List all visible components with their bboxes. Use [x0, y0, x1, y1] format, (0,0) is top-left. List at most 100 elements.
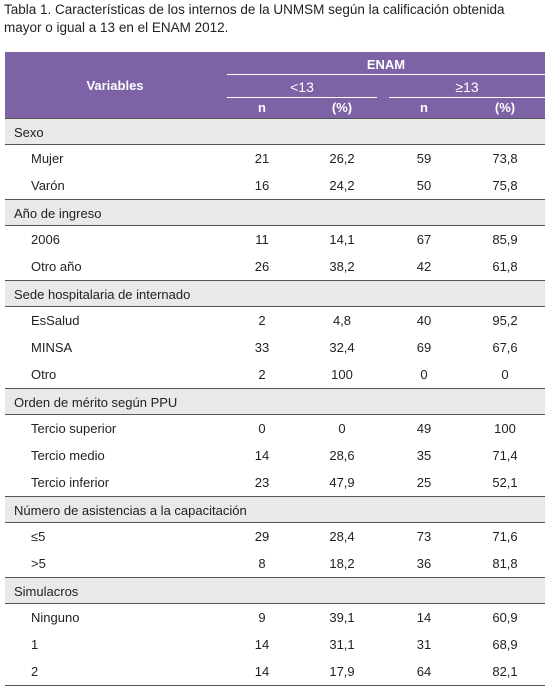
data-row: 1 14 31,1 31 68,9: [5, 631, 545, 658]
data-row: 2 14 17,9 64 82,1: [5, 658, 545, 685]
cell-value: 11: [255, 232, 269, 247]
header-rule: [227, 97, 377, 98]
cell-value: 24,2: [329, 178, 355, 193]
header-variables: Variables: [86, 78, 144, 93]
cell-value: 9: [258, 610, 266, 625]
cell-value: 82,1: [492, 664, 518, 679]
cell-value: 49: [416, 421, 432, 436]
header-column: (%): [331, 100, 353, 115]
row-label: 2006: [31, 232, 60, 247]
header-column: n: [258, 100, 266, 115]
row-label: Varón: [31, 178, 65, 193]
header-subgroup: ≥13: [455, 79, 479, 95]
section-label: Sexo: [14, 125, 44, 140]
cell-value: 0: [501, 367, 509, 382]
data-row: 2006 11 14,1 67 85,9: [5, 226, 545, 253]
cell-value: 4,8: [332, 313, 352, 328]
cell-value: 81,8: [492, 556, 518, 571]
cell-value: 71,4: [492, 448, 518, 463]
data-row: EsSalud 2 4,8 40 95,2: [5, 307, 545, 334]
section-row: Sede hospitalaria de internado: [5, 280, 545, 307]
section-label: Orden de mérito según PPU: [14, 395, 178, 410]
row-label: Ninguno: [31, 610, 80, 625]
cell-value: 26: [254, 259, 270, 274]
data-row: Tercio medio 14 28,6 35 71,4: [5, 442, 545, 469]
row-label: Tercio superior: [31, 421, 117, 436]
cell-value: 36: [416, 556, 432, 571]
section-row: Simulacros: [5, 577, 545, 604]
row-label: >5: [31, 556, 46, 571]
cell-value: 75,8: [492, 178, 518, 193]
cell-value: 33: [254, 340, 270, 355]
section-label: Año de ingreso: [14, 206, 102, 221]
cell-value: 0: [420, 367, 428, 382]
cell-value: 52,1: [492, 475, 518, 490]
cell-value: 23: [254, 475, 270, 490]
cell-value: 29: [254, 529, 270, 544]
data-row: Tercio superior 0 0 49 100: [5, 415, 545, 442]
cell-value: 64: [416, 664, 432, 679]
header-rule: [227, 74, 545, 75]
cell-value: 71,6: [492, 529, 518, 544]
cell-value: 31: [416, 637, 432, 652]
section-label: Sede hospitalaria de internado: [14, 287, 191, 302]
cell-value: 25: [416, 475, 432, 490]
row-label: ≤5: [31, 529, 46, 544]
cell-value: 17,9: [329, 664, 355, 679]
row-label: Otro año: [31, 259, 82, 274]
section-row: Orden de mérito según PPU: [5, 388, 545, 415]
cell-value: 14: [254, 448, 270, 463]
row-label: Tercio inferior: [31, 475, 110, 490]
data-row: Otro 2 100 0 0: [5, 361, 545, 388]
cell-value: 67,6: [492, 340, 518, 355]
cell-value: 28,6: [329, 448, 355, 463]
cell-value: 59: [416, 151, 432, 166]
cell-value: 21: [254, 151, 270, 166]
cell-value: 2: [258, 313, 266, 328]
section-label: Simulacros: [14, 584, 79, 599]
data-row: Tercio inferior 23 47,9 25 52,1: [5, 469, 545, 496]
cell-value: 0: [338, 421, 346, 436]
cell-value: 28,4: [329, 529, 355, 544]
data-row: >5 8 18,2 36 81,8: [5, 550, 545, 577]
section-row: Año de ingreso: [5, 199, 545, 226]
cell-value: 26,2: [329, 151, 355, 166]
section-row: Número de asistencias a la capacitación: [5, 496, 545, 523]
table-header: Variables ENAM <13 ≥13 n (%) n (%): [5, 52, 545, 118]
cell-value: 60,9: [492, 610, 518, 625]
cell-value: 69: [416, 340, 432, 355]
cell-value: 0: [258, 421, 266, 436]
data-row: Otro año 26 38,2 42 61,8: [5, 253, 545, 280]
data-row: Varón 16 24,2 50 75,8: [5, 172, 545, 199]
header-column: (%): [494, 100, 516, 115]
cell-value: 35: [416, 448, 432, 463]
cell-value: 100: [331, 367, 353, 382]
caption-line: mayor o igual a 13 en el ENAM 2012.: [4, 20, 229, 35]
caption-line: Tabla 1. Características de los internos…: [4, 2, 505, 17]
row-label: MINSA: [31, 340, 73, 355]
row-label: 2: [31, 664, 39, 679]
cell-value: 14: [254, 637, 270, 652]
cell-value: 14: [254, 664, 270, 679]
table-bottom-rule: [5, 685, 545, 686]
cell-value: 31,1: [329, 637, 355, 652]
cell-value: 68,9: [492, 637, 518, 652]
row-label: 1: [31, 637, 39, 652]
section-label: Número de asistencias a la capacitación: [14, 503, 247, 518]
cell-value: 16: [254, 178, 270, 193]
header-subgroup: <13: [290, 79, 314, 95]
header-group: ENAM: [366, 57, 406, 72]
cell-value: 95,2: [492, 313, 518, 328]
row-label: Tercio medio: [31, 448, 105, 463]
cell-value: 14,1: [329, 232, 355, 247]
cell-value: 2: [258, 367, 266, 382]
cell-value: 67: [416, 232, 432, 247]
cell-value: 40: [416, 313, 432, 328]
cell-value: 14: [416, 610, 432, 625]
cell-value: 47,9: [329, 475, 355, 490]
data-row: ≤5 29 28,4 73 71,6: [5, 523, 545, 550]
data-row: MINSA 33 32,4 69 67,6: [5, 334, 545, 361]
header-column: n: [420, 100, 428, 115]
cell-value: 73,8: [492, 151, 518, 166]
